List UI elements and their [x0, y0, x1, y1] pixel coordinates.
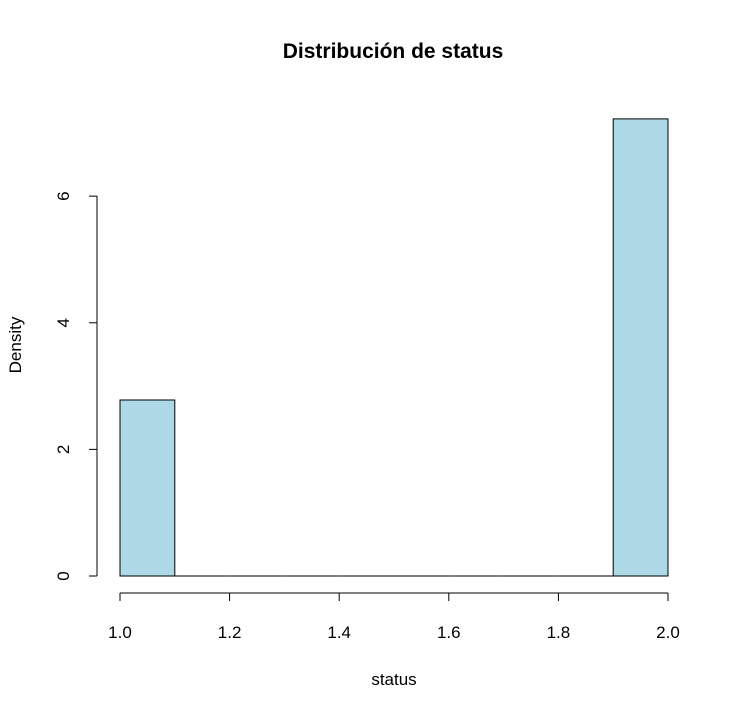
y-tick-label: 6	[54, 191, 73, 200]
x-tick-label: 1.2	[218, 623, 242, 642]
histogram-bar-0	[119, 399, 176, 577]
y-tick-label: 2	[54, 445, 73, 454]
x-tick-label: 1.0	[108, 623, 132, 642]
x-tick-label: 1.6	[437, 623, 461, 642]
bars-group	[119, 118, 669, 577]
histogram-bar-9	[612, 118, 669, 577]
x-axis-title: status	[371, 670, 416, 689]
x-axis: 1.0 1.2 1.4 1.6 1.8 2.0	[108, 592, 680, 642]
y-tick-label: 0	[54, 571, 73, 580]
chart-title: Distribución de status	[283, 40, 504, 63]
x-tick-label: 2.0	[656, 623, 680, 642]
y-axis: 0 2 4 6	[54, 191, 98, 581]
y-tick-label: 4	[54, 318, 73, 327]
y-axis-title: Density	[6, 316, 25, 373]
x-tick-label: 1.8	[547, 623, 571, 642]
x-tick-label: 1.4	[327, 623, 351, 642]
